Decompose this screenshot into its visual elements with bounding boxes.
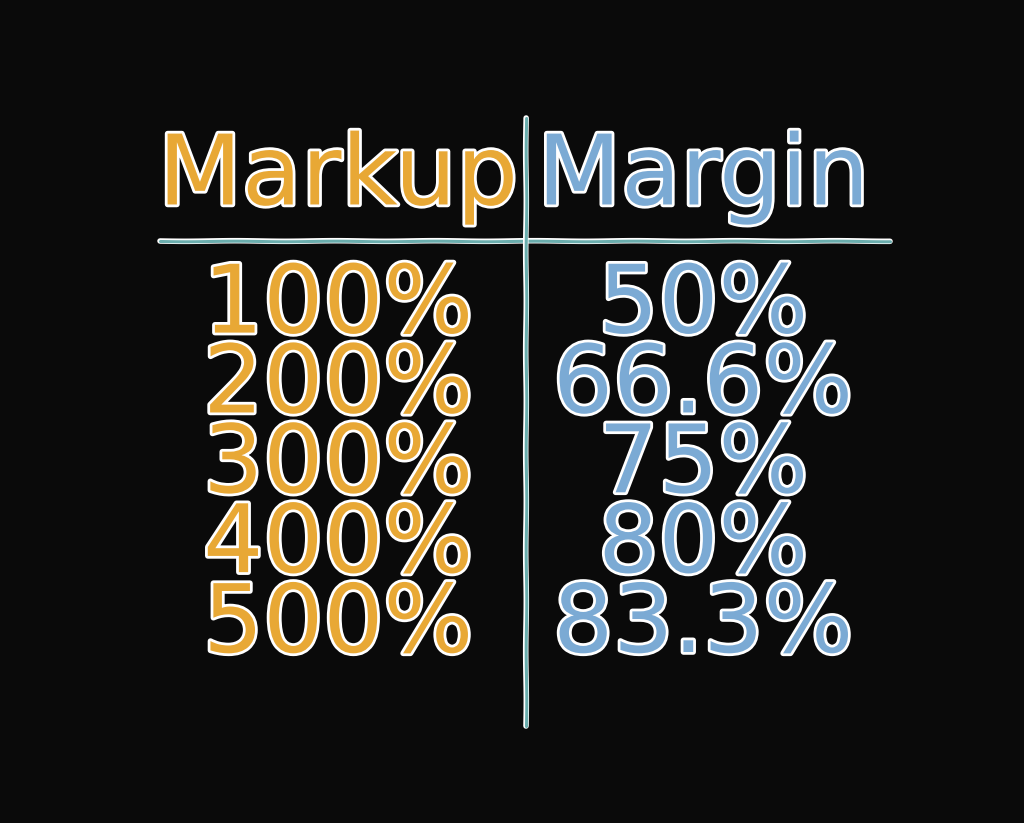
Text: 83.3%: 83.3%	[553, 580, 854, 672]
Text: Margin: Margin	[538, 132, 869, 225]
Text: 500%: 500%	[203, 580, 473, 672]
Text: 66.6%: 66.6%	[553, 341, 854, 432]
Text: 200%: 200%	[203, 341, 473, 432]
Text: 100%: 100%	[203, 261, 473, 352]
Text: 50%: 50%	[598, 261, 808, 352]
Text: 400%: 400%	[203, 500, 473, 593]
Text: 75%: 75%	[598, 421, 808, 512]
Text: Markup: Markup	[158, 132, 518, 225]
Text: 80%: 80%	[598, 500, 808, 593]
Text: 300%: 300%	[203, 421, 473, 512]
